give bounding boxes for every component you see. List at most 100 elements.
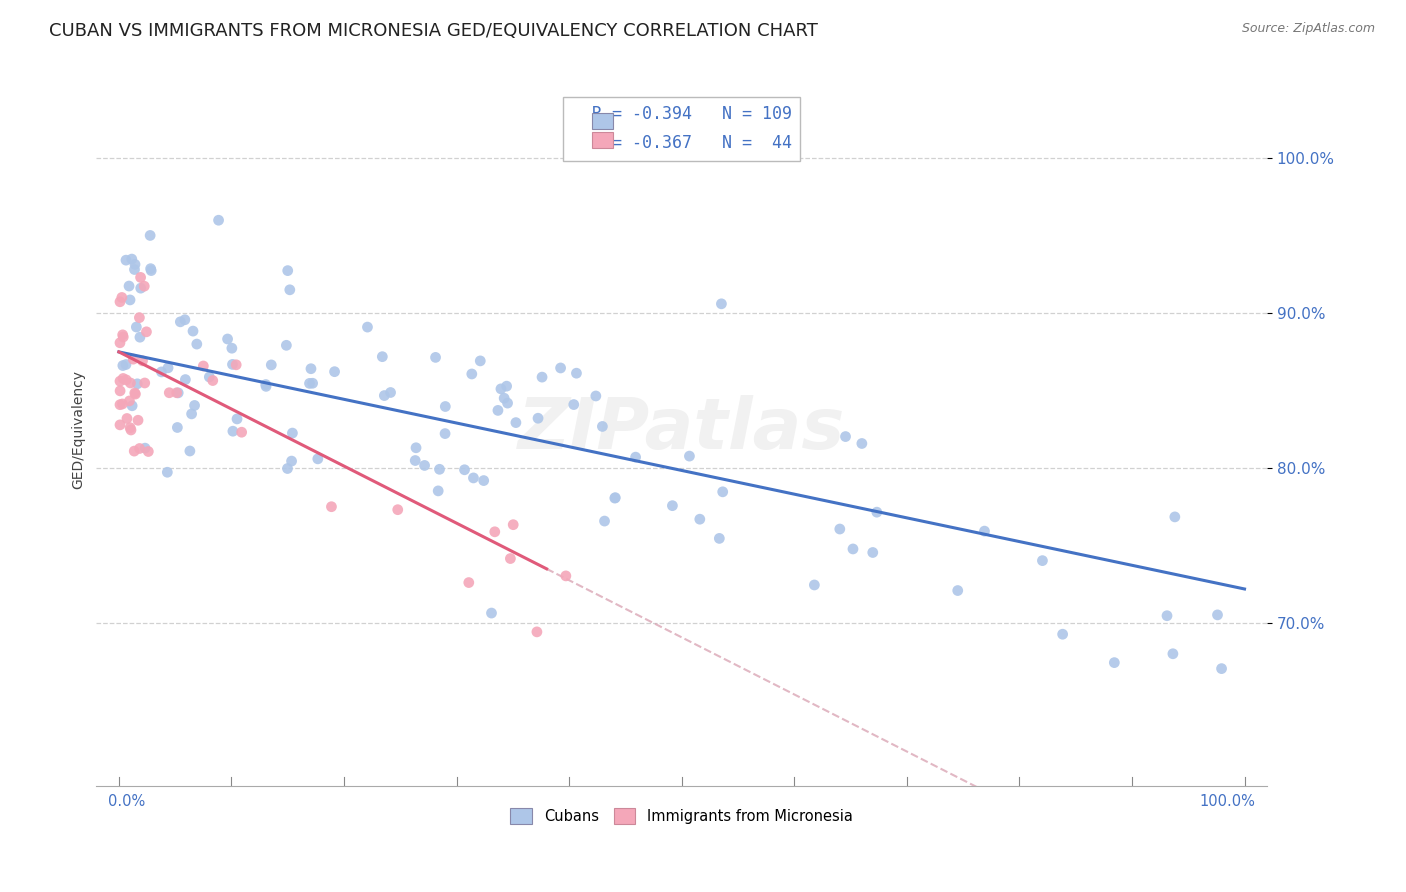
Point: [1052, 627, 1074, 641]
Point: [127, 376, 149, 391]
Point: [141, 263, 163, 277]
Point: [173, 312, 195, 326]
Point: [481, 606, 503, 620]
Point: [139, 261, 162, 276]
Point: [111, 327, 134, 342]
Point: [198, 370, 221, 384]
Point: [709, 532, 731, 546]
Point: [593, 514, 616, 528]
Point: [434, 426, 457, 441]
Text: R = -0.394   N = 109
  R = -0.367   N =  44: R = -0.394 N = 109 R = -0.367 N = 44: [572, 105, 792, 153]
Point: [221, 341, 243, 355]
Point: [167, 385, 190, 400]
Point: [108, 398, 131, 412]
Point: [453, 463, 475, 477]
Point: [299, 361, 322, 376]
Point: [118, 393, 141, 408]
Point: [115, 411, 138, 425]
Point: [108, 335, 131, 350]
Point: [125, 320, 148, 334]
Point: [496, 396, 519, 410]
Point: [565, 366, 588, 380]
Point: [226, 412, 249, 426]
Point: [134, 441, 156, 455]
Point: [115, 373, 138, 387]
Point: [129, 281, 152, 295]
Point: [711, 484, 734, 499]
Point: [134, 279, 156, 293]
Point: [120, 421, 142, 435]
Point: [183, 399, 205, 413]
Point: [834, 429, 856, 443]
Point: [562, 398, 585, 412]
Point: [505, 416, 527, 430]
Point: [323, 365, 346, 379]
Point: [129, 270, 152, 285]
Point: [118, 279, 141, 293]
Point: [851, 436, 873, 450]
Point: [605, 491, 627, 505]
Point: [166, 420, 188, 434]
Text: ZIPatlas: ZIPatlas: [517, 395, 845, 464]
Point: [150, 365, 173, 379]
Point: [526, 624, 548, 639]
Point: [866, 505, 889, 519]
Point: [689, 512, 711, 526]
Point: [115, 358, 138, 372]
Point: [603, 491, 626, 505]
Point: [472, 474, 495, 488]
Point: [121, 252, 143, 266]
Point: [461, 367, 484, 381]
Text: 0.0%: 0.0%: [108, 794, 145, 808]
Point: [301, 376, 323, 391]
Point: [221, 358, 243, 372]
Text: Source: ZipAtlas.com: Source: ZipAtlas.com: [1241, 22, 1375, 36]
Point: [139, 228, 162, 243]
Point: [131, 354, 153, 368]
Point: [254, 379, 277, 393]
Point: [157, 360, 180, 375]
Point: [115, 253, 138, 268]
Point: [260, 358, 283, 372]
Point: [174, 373, 197, 387]
Point: [484, 524, 506, 539]
Point: [585, 389, 607, 403]
Point: [380, 385, 402, 400]
Point: [108, 294, 131, 309]
Point: [281, 426, 304, 441]
Point: [169, 315, 191, 329]
Point: [276, 461, 298, 475]
Text: 100.0%: 100.0%: [1199, 794, 1256, 808]
Point: [486, 403, 509, 417]
Point: [108, 384, 131, 398]
Point: [678, 449, 700, 463]
Point: [404, 453, 426, 467]
Bar: [592, 113, 613, 128]
Point: [1164, 509, 1187, 524]
Point: [120, 376, 142, 390]
Point: [429, 462, 451, 476]
Point: [425, 351, 447, 365]
Point: [277, 263, 299, 277]
Bar: [592, 132, 613, 148]
Point: [828, 522, 851, 536]
Point: [527, 411, 550, 425]
Point: [1161, 647, 1184, 661]
Point: [134, 376, 156, 390]
Point: [128, 310, 150, 325]
Point: [371, 350, 394, 364]
Point: [129, 330, 152, 344]
Point: [356, 320, 378, 334]
Point: [307, 451, 329, 466]
Point: [180, 407, 202, 421]
Point: [122, 352, 145, 367]
Point: [276, 338, 298, 352]
Point: [280, 454, 302, 468]
Point: [457, 575, 479, 590]
Point: [135, 325, 157, 339]
Point: [278, 283, 301, 297]
Point: [118, 293, 141, 307]
Point: [1211, 662, 1233, 676]
Point: [405, 441, 427, 455]
Point: [111, 359, 134, 373]
